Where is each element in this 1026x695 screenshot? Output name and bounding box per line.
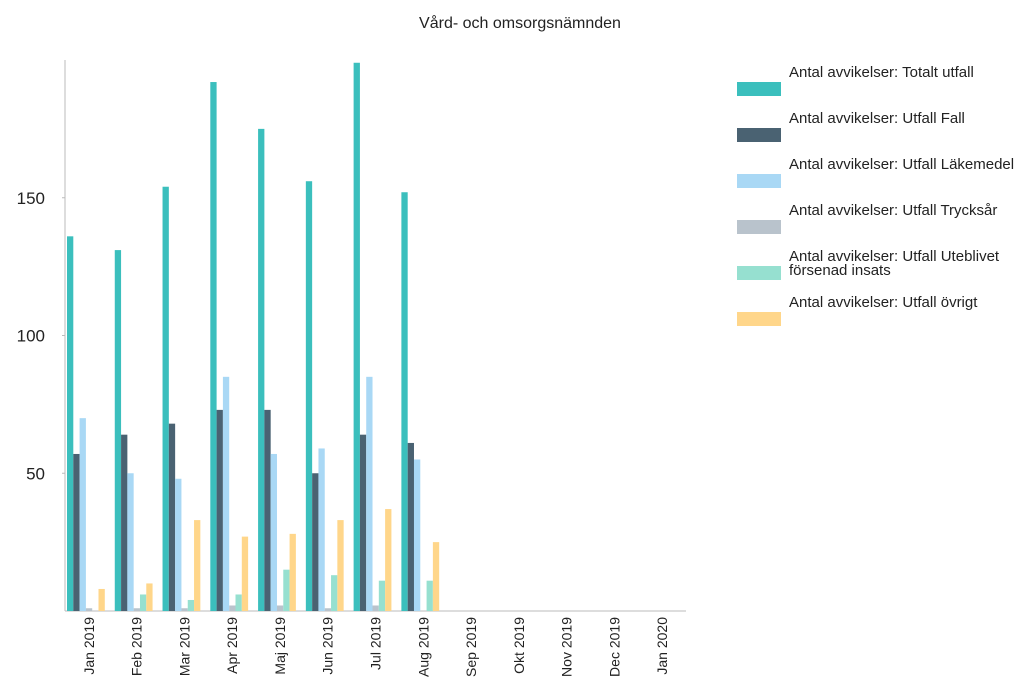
legend-swatch (737, 312, 781, 326)
bar (98, 588, 105, 611)
bar (216, 409, 223, 611)
bar (222, 376, 230, 611)
x-tick-label: Jul 2019 (368, 617, 384, 670)
x-tick-label: Mar 2019 (176, 617, 192, 676)
x-tick-label: Apr 2019 (224, 617, 240, 674)
bar (258, 128, 265, 611)
bar (359, 434, 367, 611)
bar (168, 423, 176, 611)
legend-item: Antal avvikelser: Utfall övrigt (737, 294, 1026, 342)
x-tick-label: Feb 2019 (129, 617, 145, 676)
bar (372, 605, 379, 611)
x-tick-label: Jun 2019 (320, 617, 336, 675)
bar (401, 192, 408, 612)
bar (426, 580, 433, 611)
bar (210, 82, 217, 612)
legend-label: Antal avvikelser: Utfall Trycksår (789, 202, 998, 219)
legend-item: Antal avvikelser: Utfall Läkemedel (737, 156, 1026, 204)
bar (175, 478, 182, 611)
bar (229, 605, 236, 611)
legend-label: Antal avvikelser: Totalt utfall (789, 64, 974, 81)
bar (114, 250, 122, 611)
legend-item: Antal avvikelser: Utfall Fall (737, 110, 1026, 158)
legend-label: Antal avvikelser: Utfall Fall (789, 110, 965, 127)
bar (133, 608, 140, 611)
legend-swatch (737, 266, 781, 280)
bar (413, 459, 421, 611)
bar (305, 181, 313, 611)
x-tick-label: Aug 2019 (415, 617, 431, 677)
bar (187, 599, 195, 611)
bar (85, 608, 93, 611)
legend-label: Antal avvikelser: Utfall övrigt (789, 294, 978, 311)
x-tick-label: Sep 2019 (463, 617, 479, 677)
bar (235, 594, 242, 611)
legend-swatch (737, 220, 781, 234)
bar (353, 62, 360, 611)
bar (139, 594, 147, 611)
legend-item: Antal avvikelser: Utfall Trycksår (737, 202, 1026, 250)
chart-title: Vård- och omsorgsnämnden (419, 14, 621, 32)
legend-swatch (737, 128, 781, 142)
x-tick-label: Jan 2019 (81, 617, 97, 675)
bar (270, 453, 277, 611)
bar (432, 542, 440, 611)
bar (73, 453, 80, 611)
legend-item: Antal avvikelser: Totalt utfall (737, 64, 1026, 112)
bar (276, 605, 284, 611)
legend-label: Antal avvikelser: Utfall Läkemedel (789, 156, 1015, 173)
bar (181, 608, 188, 611)
bar (289, 533, 296, 611)
bar (378, 580, 386, 611)
y-tick-label: 150 (17, 189, 45, 208)
legend-item: Antal avvikelser: Utfall Uteblivet förse… (737, 248, 1026, 296)
x-tick-label: Jan 2020 (654, 617, 670, 675)
legend-swatch (737, 82, 781, 96)
bar (331, 575, 338, 611)
bar (407, 442, 414, 611)
bar (162, 186, 169, 612)
legend-swatch (737, 174, 781, 188)
bar (79, 418, 86, 611)
bar (318, 448, 325, 611)
bar (385, 509, 392, 611)
bar (324, 608, 332, 611)
legend: Antal avvikelser: Totalt utfall Antal avv… (737, 64, 1026, 342)
bar (283, 569, 290, 611)
x-tick-label: Okt 2019 (511, 617, 527, 674)
bar (312, 473, 319, 611)
bar (264, 409, 271, 611)
legend-label: Antal avvikelser: Utfall Uteblivet förse… (789, 248, 1000, 279)
bar (194, 520, 201, 611)
bar (146, 583, 153, 611)
bar (121, 434, 128, 611)
x-tick-label: Maj 2019 (272, 617, 288, 675)
y-tick-label: 50 (26, 464, 45, 483)
x-tick-label: Nov 2019 (559, 617, 575, 677)
bar (366, 376, 373, 611)
bar (67, 236, 74, 611)
bar (241, 536, 249, 611)
bar (127, 473, 134, 611)
bar (337, 520, 344, 611)
y-tick-label: 100 (17, 327, 45, 346)
x-tick-label: Dec 2019 (606, 617, 622, 677)
